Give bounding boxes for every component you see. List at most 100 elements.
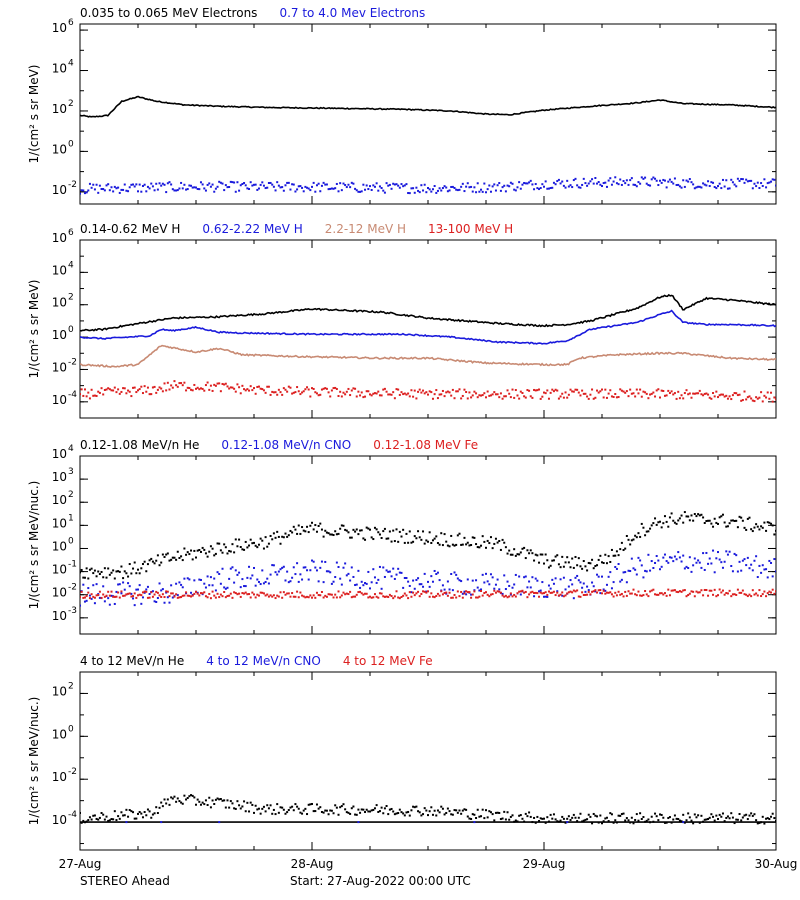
- data-point: [581, 183, 584, 186]
- data-point: [685, 389, 688, 392]
- data-point: [132, 386, 135, 389]
- data-point: [496, 590, 499, 593]
- data-point: [354, 595, 357, 598]
- data-point: [443, 185, 446, 188]
- data-point: [166, 552, 169, 555]
- data-point: [357, 821, 360, 824]
- data-point: [420, 184, 423, 187]
- data-point: [730, 519, 733, 522]
- data-point: [314, 391, 317, 394]
- data-point: [110, 571, 113, 574]
- data-point: [503, 395, 506, 398]
- data-point: [359, 190, 362, 193]
- data-point: [596, 815, 599, 818]
- data-point: [412, 187, 415, 190]
- data-point: [473, 813, 476, 816]
- data-point: [456, 390, 459, 393]
- data-point: [332, 387, 335, 390]
- data-point: [388, 393, 391, 396]
- data-point: [569, 388, 572, 391]
- data-point: [559, 395, 562, 398]
- data-point: [233, 807, 236, 810]
- data-point: [690, 570, 693, 573]
- data-point: [663, 553, 666, 556]
- data-point: [274, 189, 277, 192]
- data-point: [692, 392, 695, 395]
- data-point: [350, 536, 353, 539]
- data-point: [168, 595, 171, 598]
- data-point: [564, 391, 567, 394]
- data-point: [117, 591, 120, 594]
- data-point: [463, 388, 466, 391]
- data-point: [688, 592, 691, 595]
- data-point: [657, 593, 660, 596]
- data-point: [282, 387, 285, 390]
- y-tick-label: 10: [52, 183, 67, 197]
- data-point: [279, 568, 282, 571]
- data-point: [677, 519, 680, 522]
- data-point: [524, 575, 527, 578]
- data-point: [491, 593, 494, 596]
- data-point: [301, 812, 304, 815]
- data-point: [768, 397, 771, 400]
- data-point: [567, 393, 570, 396]
- data-point: [412, 805, 415, 808]
- data-point: [516, 186, 519, 189]
- data-point: [680, 560, 683, 563]
- data-point: [375, 804, 378, 807]
- data-point: [717, 396, 719, 399]
- data-point: [161, 593, 164, 596]
- data-point: [228, 186, 231, 189]
- data-point: [630, 557, 633, 560]
- data-point: [509, 553, 512, 556]
- data-point: [561, 180, 564, 183]
- data-point: [642, 816, 645, 819]
- data-point: [299, 185, 302, 188]
- data-point: [475, 817, 478, 820]
- data-point: [156, 188, 159, 191]
- data-point: [214, 384, 217, 387]
- data-point: [244, 591, 247, 594]
- data-point: [538, 188, 541, 191]
- data-point: [647, 397, 650, 400]
- data-point: [493, 542, 496, 545]
- data-point: [120, 390, 123, 393]
- data-point: [485, 572, 487, 575]
- data-point: [125, 189, 128, 192]
- data-point: [607, 591, 610, 594]
- data-point: [649, 569, 652, 572]
- data-point: [188, 387, 191, 390]
- data-point: [622, 571, 625, 574]
- data-point: [760, 182, 763, 185]
- data-point: [438, 543, 441, 546]
- data-point: [514, 819, 517, 822]
- data-point: [234, 569, 237, 572]
- data-point: [602, 561, 605, 564]
- data-point: [489, 190, 492, 193]
- data-point: [127, 190, 130, 193]
- data-point: [178, 581, 181, 584]
- data-point: [377, 810, 380, 813]
- data-point: [448, 189, 451, 192]
- data-point: [620, 541, 623, 544]
- data-point: [755, 185, 758, 188]
- data-point: [127, 575, 130, 578]
- data-point: [584, 182, 587, 185]
- data-point: [667, 389, 670, 392]
- data-point: [160, 561, 163, 564]
- data-point: [461, 592, 464, 595]
- data-point: [591, 590, 594, 593]
- data-point: [620, 592, 623, 595]
- data-point: [546, 593, 549, 596]
- data-point: [562, 576, 565, 579]
- data-point: [745, 398, 748, 401]
- data-point: [199, 550, 202, 553]
- data-point: [743, 526, 746, 529]
- data-point: [171, 797, 174, 800]
- data-point: [151, 185, 154, 188]
- y-tick-label: 10: [52, 447, 67, 461]
- data-point: [118, 583, 121, 586]
- data-point: [80, 590, 83, 593]
- data-point: [315, 803, 318, 806]
- data-point: [311, 521, 313, 524]
